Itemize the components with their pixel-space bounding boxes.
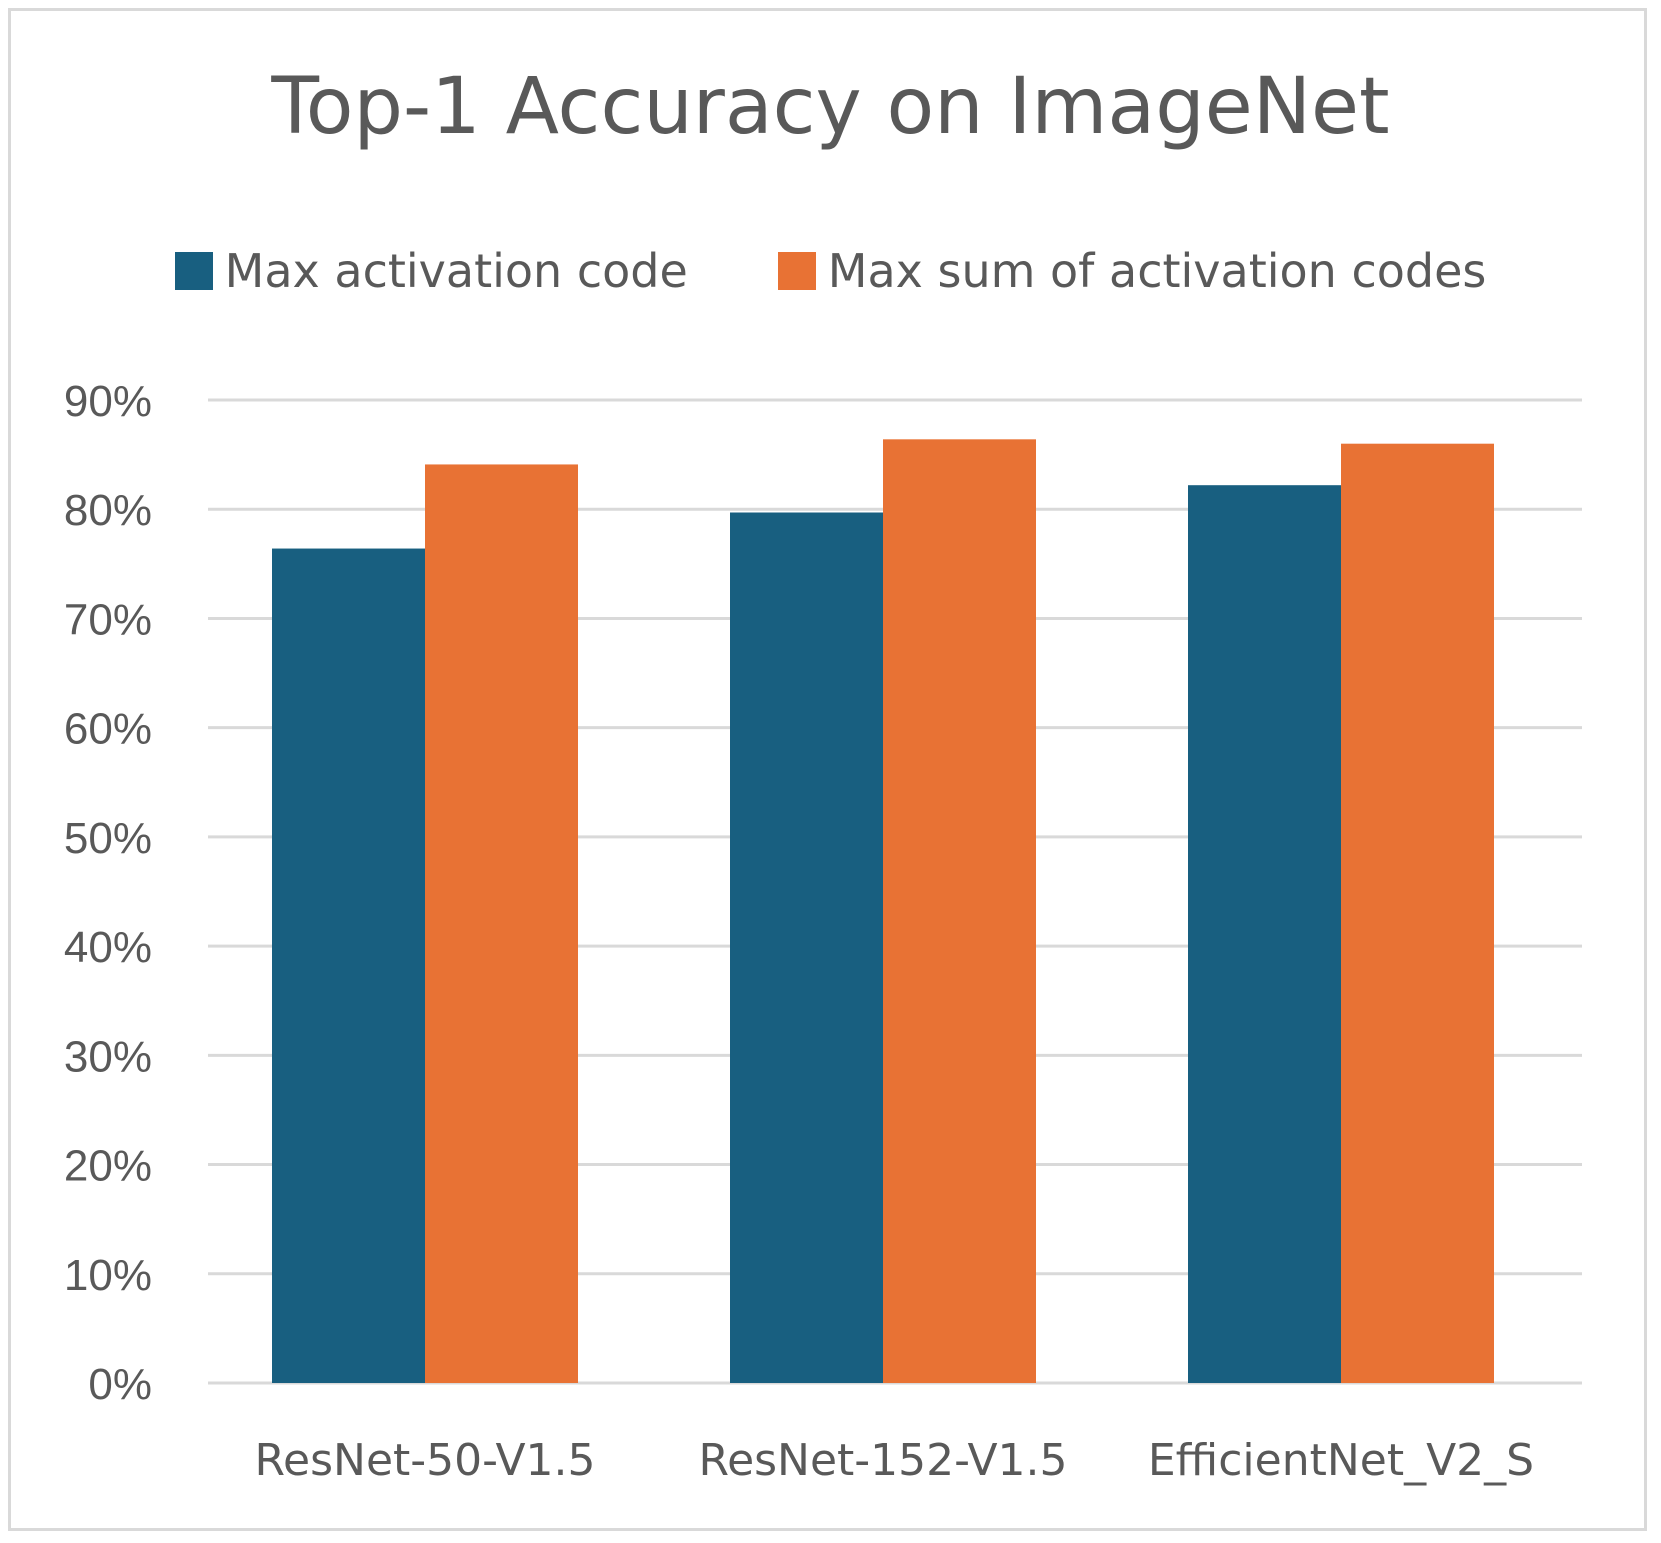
- y-tick-label: 50%: [64, 814, 152, 863]
- legend-label-series-2: Max sum of activation codes: [827, 244, 1487, 298]
- legend-swatch-series-1: [174, 252, 213, 290]
- x-category-label: ResNet-50-V1.5: [254, 1435, 595, 1486]
- y-tick-label: 20%: [64, 1142, 152, 1191]
- legend-item-series-2: Max sum of activation codes: [777, 244, 1487, 298]
- bar-series-1-category-2: [730, 512, 883, 1383]
- bar-series-2-category-3: [1341, 443, 1494, 1383]
- y-tick-label: 90%: [64, 377, 152, 426]
- x-category-label: EfficientNet_V2_S: [1148, 1435, 1534, 1486]
- y-tick-label: 60%: [64, 705, 152, 754]
- y-tick-label: 40%: [64, 923, 152, 972]
- x-axis-category-labels: ResNet-50-V1.5 ResNet-152-V1.5 EfficientNe…: [254, 1435, 1534, 1486]
- bar-series-1-category-1: [272, 548, 425, 1383]
- chart-title: Top-1 Accuracy on ImageNet: [271, 62, 1390, 152]
- y-tick-label: 10%: [64, 1251, 152, 1300]
- bars: [272, 439, 1494, 1383]
- y-tick-label: 0%: [88, 1360, 152, 1409]
- bar-series-2-category-1: [425, 464, 578, 1383]
- y-tick-label: 80%: [64, 486, 152, 535]
- y-tick-label: 70%: [64, 595, 152, 644]
- bar-series-1-category-3: [1188, 485, 1341, 1383]
- legend-swatch-series-2: [777, 252, 816, 290]
- bar-series-2-category-2: [883, 439, 1036, 1383]
- y-axis-tick-labels: 0% 10% 20% 30% 40% 50% 60% 70% 80% 90%: [64, 377, 152, 1409]
- x-category-label: ResNet-152-V1.5: [698, 1435, 1067, 1486]
- legend-item-series-1: Max activation code: [174, 244, 688, 298]
- legend-label-series-1: Max activation code: [224, 244, 688, 298]
- chart-legend: Max activation code Max sum of activatio…: [0, 244, 1661, 298]
- y-tick-label: 30%: [64, 1032, 152, 1081]
